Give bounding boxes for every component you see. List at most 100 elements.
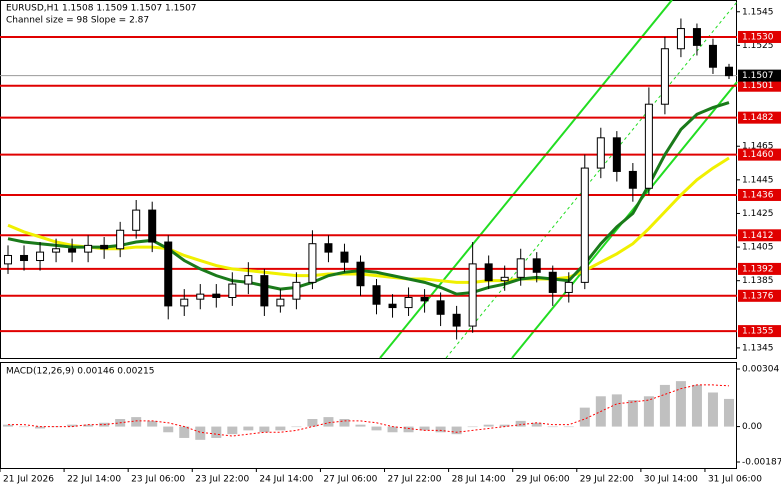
level-label: 1.1530: [742, 32, 774, 42]
x-tick-label: 23 Jul 22:00: [195, 475, 249, 485]
level-label: 1.1501: [742, 81, 774, 91]
candle-body: [308, 243, 317, 283]
channel-middle: [445, 1, 738, 359]
level-label-box: [738, 289, 781, 302]
macd-bar: [403, 426, 414, 433]
y-tick-label: 1.1425: [742, 209, 774, 219]
macd-bar: [659, 384, 670, 427]
macd-bar: [19, 426, 30, 428]
macd-bar: [579, 407, 590, 427]
macd-bar: [675, 381, 686, 427]
candle-body: [532, 258, 541, 273]
macd-bar: [499, 424, 510, 427]
level-label-box: [738, 30, 781, 43]
channel-upper: [379, 0, 673, 359]
macd-bar: [531, 422, 542, 427]
level-label-box: [738, 262, 781, 275]
macd-bar: [227, 426, 238, 435]
macd-bar: [259, 426, 270, 433]
candle-body: [468, 263, 477, 327]
level-label: 1.1436: [742, 190, 774, 200]
candle-body: [388, 303, 397, 309]
macd-bar: [451, 426, 462, 435]
chart-title: EURUSD,H1 1.1508 1.1509 1.1507 1.1507: [6, 4, 197, 14]
candle-body: [420, 296, 429, 302]
candle-body: [692, 28, 701, 46]
candle-body: [84, 244, 93, 253]
candle-body: [68, 248, 77, 253]
moving-average: [7, 156, 730, 284]
macd-bar: [211, 426, 222, 438]
macd-bar: [467, 426, 478, 428]
candle-body: [20, 254, 29, 262]
macd-bar: [67, 424, 78, 427]
chart-subtitle: Channel size = 98 Slope = 2.87: [6, 16, 149, 26]
candle-body: [52, 248, 61, 253]
candle-body: [484, 263, 493, 282]
level-label-box: [738, 229, 781, 242]
candle-body: [196, 293, 205, 300]
candle-body: [452, 313, 461, 327]
macd-bar: [483, 424, 494, 427]
y-tick-label: 0.00304: [742, 365, 779, 375]
x-tick-label: 27 Jul 22:00: [388, 475, 442, 485]
candle-body: [4, 254, 13, 265]
moving-average: [7, 101, 730, 296]
level-label: 1.1392: [742, 264, 774, 274]
macd-bar: [611, 394, 622, 427]
macd-bar: [723, 398, 734, 427]
y-tick-label: 1.1405: [742, 243, 774, 253]
macd-bar: [307, 419, 318, 427]
y-tick-label: -0.00187: [742, 458, 781, 468]
macd-bar: [547, 426, 558, 428]
level-label-box: [738, 188, 781, 201]
macd-bar: [83, 424, 94, 427]
macd-bar: [563, 426, 574, 428]
candle-body: [212, 293, 221, 298]
candle-body: [516, 258, 525, 278]
x-tick-label: 29 Jul 22:00: [580, 475, 634, 485]
candle-body: [644, 103, 653, 189]
candle-body: [100, 244, 109, 250]
candle-body: [548, 271, 557, 293]
macd-bar: [291, 426, 302, 428]
macd-bar: [691, 384, 702, 427]
macd-bar: [35, 426, 46, 429]
candle-body: [356, 261, 365, 287]
y-tick-label: 1.1465: [742, 142, 774, 152]
y-tick-label: 1.1545: [742, 7, 774, 17]
candle-body: [500, 276, 509, 282]
macd-bar: [131, 417, 142, 427]
macd-bar: [323, 417, 334, 427]
y-tick-label: 0.00: [742, 422, 762, 432]
candle-body: [436, 300, 445, 315]
y-tick-label: 1.1345: [742, 343, 774, 353]
y-tick-label: 1.1525: [742, 41, 774, 51]
macd-bar: [419, 426, 430, 431]
y-tick-label: 1.1385: [742, 276, 774, 286]
level-label: 1.1412: [742, 231, 774, 241]
macd-bar: [627, 400, 638, 427]
level-label-box: [738, 325, 781, 338]
candle-body: [164, 241, 173, 307]
candle-body: [404, 296, 413, 309]
macd-bar: [147, 420, 158, 427]
macd-bar: [275, 426, 286, 431]
candle-body: [244, 275, 253, 285]
candle-body: [36, 251, 45, 262]
signal-line: [8, 384, 730, 437]
x-tick-label: 27 Jul 06:00: [323, 475, 377, 485]
candle-body: [116, 229, 125, 250]
x-tick-label: 24 Jul 14:00: [259, 475, 313, 485]
macd-bar: [387, 426, 398, 433]
candle-body: [148, 209, 157, 243]
candle-body: [676, 28, 685, 50]
macd-bar: [339, 419, 350, 427]
level-label: 1.1460: [742, 150, 774, 160]
x-tick-label: 23 Jul 06:00: [131, 475, 185, 485]
x-tick-label: 30 Jul 14:00: [644, 475, 698, 485]
x-tick-label: 22 Jul 14:00: [67, 475, 121, 485]
macd-panel: [0, 362, 737, 469]
